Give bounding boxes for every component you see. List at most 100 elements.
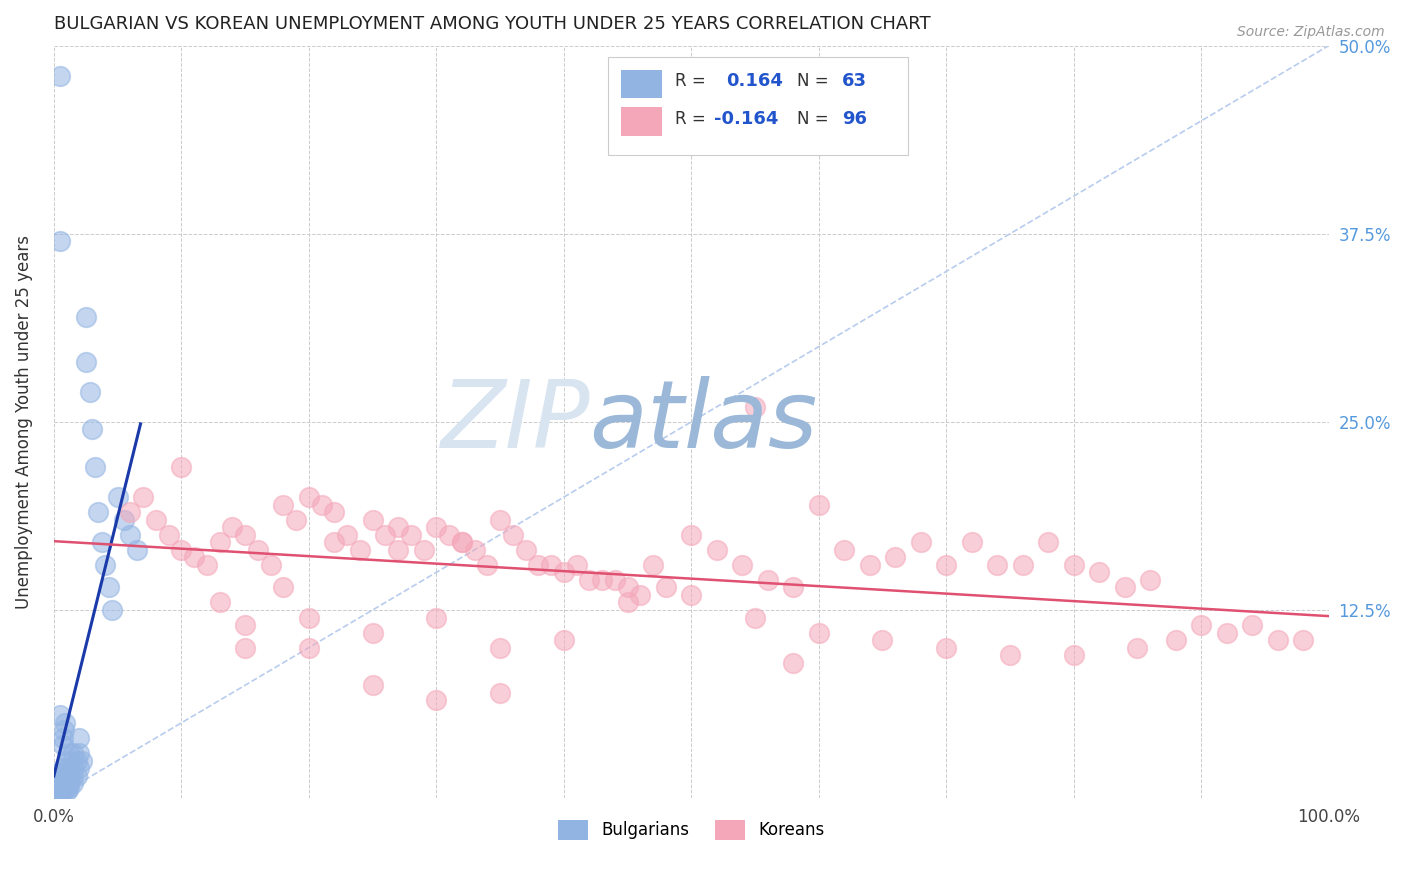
Point (120, 505, 142, 519)
Point (361, 678, 384, 692)
Point (49, 778, 72, 792)
Point (75, 310, 97, 324)
Point (55, 761, 77, 775)
Point (807, 498, 830, 512)
Point (145, 513, 167, 527)
Point (125, 542, 148, 557)
Point (1241, 618, 1264, 632)
Point (425, 610, 447, 624)
Point (1063, 648, 1085, 662)
Point (52, 773, 75, 788)
Point (87, 505, 110, 519)
Point (55, 783, 77, 797)
Text: atlas: atlas (589, 376, 817, 467)
Point (49, 787, 72, 801)
Point (195, 558, 218, 572)
Point (616, 595, 638, 609)
Point (641, 558, 664, 572)
Point (744, 400, 766, 414)
Point (1011, 558, 1033, 572)
Point (67, 746, 90, 760)
Point (62, 761, 84, 775)
Point (489, 513, 512, 527)
Point (998, 648, 1021, 662)
Point (1215, 625, 1237, 640)
Point (527, 558, 550, 572)
Point (170, 542, 193, 557)
Point (170, 460, 193, 475)
Point (935, 640, 957, 655)
Point (515, 542, 537, 557)
Text: BULGARIAN VS KOREAN UNEMPLOYMENT AMONG YOUTH UNDER 25 YEARS CORRELATION CHART: BULGARIAN VS KOREAN UNEMPLOYMENT AMONG Y… (53, 15, 931, 33)
Point (285, 513, 308, 527)
Point (183, 550, 205, 565)
Point (349, 542, 371, 557)
Point (986, 558, 1008, 572)
Point (450, 535, 472, 549)
Text: Source: ZipAtlas.com: Source: ZipAtlas.com (1237, 25, 1385, 39)
Point (55, 767, 77, 781)
Point (616, 581, 638, 595)
Point (336, 528, 359, 542)
Point (58, 780, 80, 795)
Point (655, 581, 678, 595)
Point (221, 520, 243, 534)
Point (58, 746, 80, 760)
Text: N =: N = (797, 110, 834, 128)
Point (67, 731, 90, 745)
Point (52, 731, 75, 745)
Point (387, 520, 409, 534)
Point (52, 761, 75, 775)
Point (782, 581, 804, 595)
Point (52, 739, 75, 753)
Point (53, 715, 76, 730)
Point (62, 776, 84, 790)
Text: 63: 63 (842, 72, 866, 90)
Point (52, 768, 75, 782)
Point (52, 783, 75, 797)
Point (53, 723, 76, 738)
Point (233, 640, 256, 655)
Point (80, 422, 103, 436)
Text: R =: R = (675, 72, 710, 90)
FancyBboxPatch shape (609, 57, 908, 155)
Point (1292, 633, 1315, 648)
Point (1139, 573, 1161, 587)
Point (120, 528, 142, 542)
Point (681, 588, 703, 602)
Point (361, 625, 384, 640)
Point (463, 542, 485, 557)
Point (578, 573, 600, 587)
Point (94, 558, 117, 572)
Point (55, 780, 77, 795)
Point (1189, 618, 1212, 632)
Point (387, 542, 409, 557)
Point (412, 542, 434, 557)
Point (425, 693, 447, 707)
Point (79, 384, 101, 399)
Point (935, 558, 957, 572)
Point (233, 618, 256, 632)
Point (489, 640, 512, 655)
Text: 0.164: 0.164 (725, 72, 783, 90)
Point (49, 772, 72, 786)
Point (1164, 633, 1187, 648)
Point (744, 610, 766, 624)
Point (502, 528, 524, 542)
Text: N =: N = (797, 72, 834, 90)
Text: ZIP: ZIP (440, 376, 589, 467)
Point (62, 746, 84, 760)
Point (960, 535, 983, 549)
Point (450, 535, 472, 549)
Point (49, 69, 72, 83)
Point (553, 633, 575, 648)
Point (49, 768, 72, 782)
Point (83, 460, 105, 475)
Text: R =: R = (675, 110, 710, 128)
Point (233, 528, 256, 542)
Point (1038, 535, 1060, 549)
Point (1088, 566, 1111, 580)
Point (58, 776, 80, 790)
Text: 96: 96 (842, 110, 866, 128)
Point (832, 542, 855, 557)
